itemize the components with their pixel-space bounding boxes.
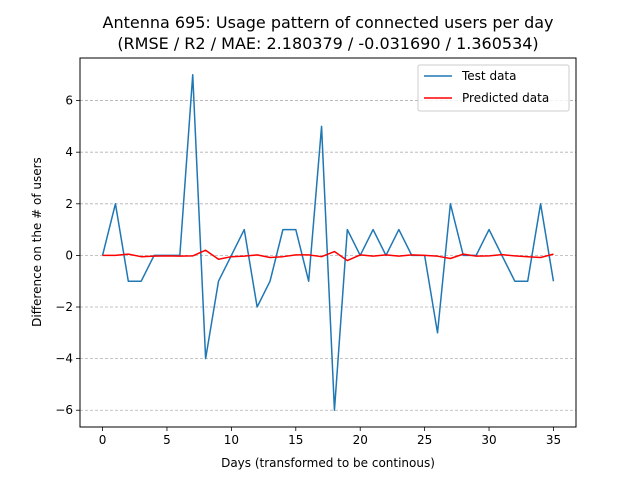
x-tick-label: 20: [353, 433, 368, 447]
series-line-test-data: [101, 74, 555, 411]
plot-area-frame: [79, 57, 577, 428]
y-tick-label: −4: [55, 352, 73, 366]
y-axis-ticks: −6 −4 −2 0 2 4 6: [55, 94, 80, 417]
legend: Test data Predicted data: [417, 64, 570, 112]
y-tick-label: 4: [65, 145, 73, 159]
x-tick-label: 15: [288, 433, 303, 447]
x-tick-label: 30: [481, 433, 496, 447]
y-tick-label: 6: [65, 94, 73, 108]
chart-subtitle: (RMSE / R2 / MAE: 2.180379 / -0.031690 /…: [117, 34, 538, 53]
y-tick-label: 2: [65, 197, 73, 211]
legend-box: [417, 64, 570, 112]
y-tick-label: −6: [55, 403, 73, 417]
x-tick-label: 10: [224, 433, 239, 447]
chart-title: Antenna 695: Usage pattern of connected …: [103, 13, 554, 32]
x-axis-ticks: 0 5 10 15 20 25 30 35: [99, 427, 561, 447]
legend-label: Predicted data: [462, 91, 549, 105]
y-tick-label: 0: [65, 248, 73, 262]
x-axis-label: Days (transformed to be continous): [221, 456, 435, 470]
series-line-predicted-data: [102, 249, 554, 262]
x-tick-label: 0: [99, 433, 107, 447]
x-tick-label: 35: [546, 433, 561, 447]
y-axis-label: Difference on the # of users: [30, 157, 44, 327]
x-tick-label: 25: [417, 433, 432, 447]
legend-label: Test data: [461, 69, 516, 83]
y-tick-label: −2: [55, 300, 73, 314]
x-tick-label: 5: [163, 433, 171, 447]
series-lines: [101, 74, 555, 411]
